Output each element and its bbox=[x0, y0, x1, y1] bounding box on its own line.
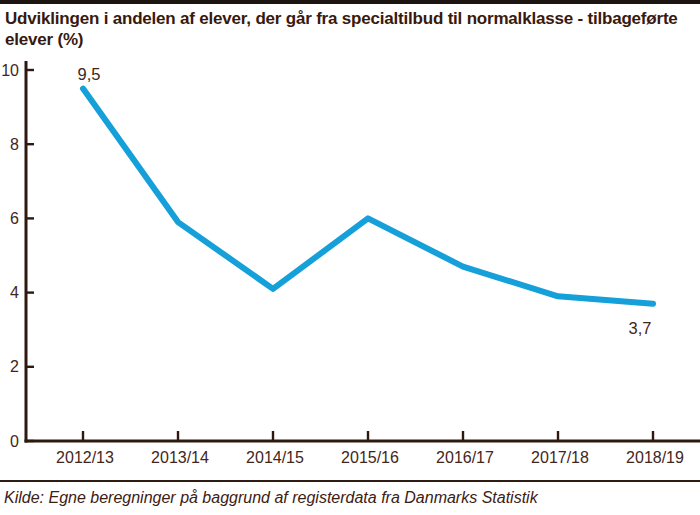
data-point-label: 9,5 bbox=[78, 65, 101, 83]
y-axis-label: 10 bbox=[1, 62, 19, 79]
x-axis-label: 2018/19 bbox=[626, 449, 684, 466]
x-axis-label: 2015/16 bbox=[341, 449, 399, 466]
x-axis-label: 2012/13 bbox=[56, 449, 114, 466]
line-chart: 0 2 4 6 8 10 2012/13 2013/14 2014/15 2015/16 2016/… bbox=[0, 0, 700, 515]
x-axis-label: 2016/17 bbox=[436, 449, 494, 466]
y-axis-label: 0 bbox=[10, 433, 19, 450]
x-axis-label: 2017/18 bbox=[531, 449, 589, 466]
data-point-label: 3,7 bbox=[629, 319, 652, 337]
y-axis-label: 8 bbox=[10, 136, 19, 153]
y-axis-label: 2 bbox=[10, 358, 19, 375]
data-line bbox=[83, 89, 653, 304]
footer-divider bbox=[0, 480, 700, 482]
source-note: Kilde: Egne beregninger på baggrund af r… bbox=[4, 489, 696, 507]
x-axis-label: 2013/14 bbox=[151, 449, 209, 466]
y-axis-label: 4 bbox=[10, 284, 19, 301]
x-axis-label: 2014/15 bbox=[246, 449, 304, 466]
y-axis-label: 6 bbox=[10, 210, 19, 227]
